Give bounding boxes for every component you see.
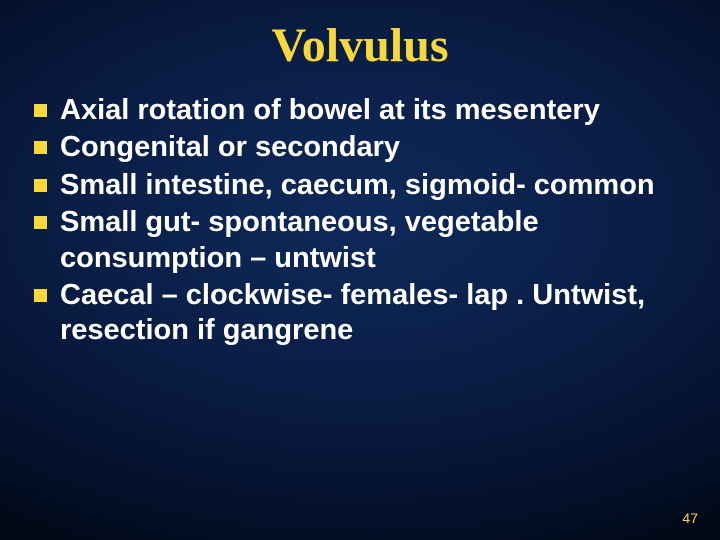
bullet-text: Small intestine, caecum, sigmoid- common (60, 169, 655, 201)
bullet-square-icon (34, 141, 47, 154)
bullet-text: Small gut- spontaneous, vegetable consum… (60, 206, 539, 273)
bullet-text: Congenital or secondary (60, 131, 400, 163)
bullet-item: Axial rotation of bowel at its mesentery (60, 93, 686, 128)
bullet-item: Small intestine, caecum, sigmoid- common (60, 168, 686, 203)
bullet-square-icon (34, 179, 47, 192)
bullet-square-icon (34, 216, 47, 229)
bullet-square-icon (34, 289, 47, 302)
bullet-text: Axial rotation of bowel at its mesentery (60, 94, 600, 126)
bullet-list: Axial rotation of bowel at its mesentery… (0, 83, 720, 349)
slide-number: 47 (682, 510, 698, 526)
bullet-text: Caecal – clockwise- females- lap . Untwi… (60, 279, 645, 346)
bullet-item: Small gut- spontaneous, vegetable consum… (60, 205, 686, 276)
bullet-square-icon (34, 104, 47, 117)
bullet-item: Caecal – clockwise- females- lap . Untwi… (60, 278, 686, 349)
slide-title: Volvulus (0, 0, 720, 83)
bullet-item: Congenital or secondary (60, 130, 686, 165)
